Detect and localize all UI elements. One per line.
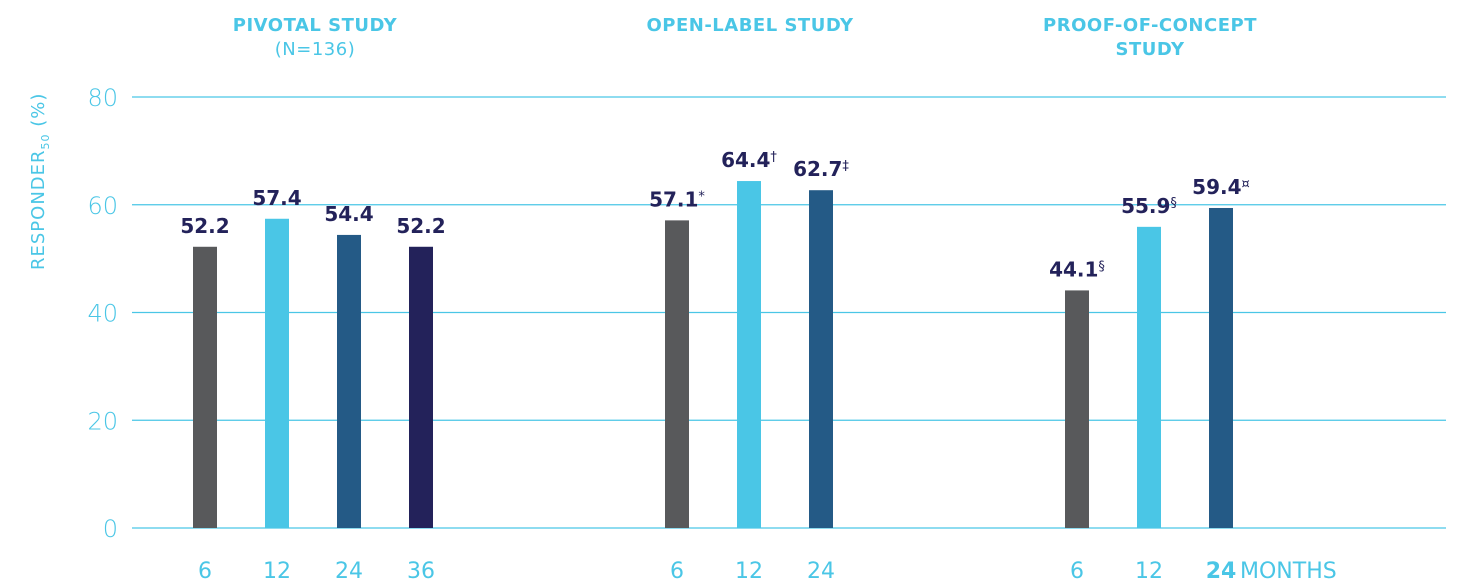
value-label-g2-24: 59.4¤: [1192, 175, 1250, 199]
x-unit-label: MONTHS: [1240, 559, 1337, 584]
x-tick-label-g0-6: 6: [198, 559, 212, 584]
bar-g1-24: [809, 190, 833, 529]
y-axis-title: RESPONDER50 (%): [28, 93, 52, 270]
x-tick-label-g2-24: 24: [1206, 559, 1237, 584]
value-label-g2-12: 55.9§: [1121, 194, 1177, 218]
group-title-pivotal: PIVOTAL STUDY (N=136): [200, 14, 430, 62]
x-tick-label-g2-6: 6: [1070, 559, 1084, 584]
x-tick-label-g1-6: 6: [670, 559, 684, 584]
value-label-g1-12: 64.4†: [721, 148, 777, 172]
bar-g2-24: [1209, 207, 1233, 529]
bar-g1-6: [665, 220, 689, 528]
value-label-g1-24: 62.7‡: [793, 157, 849, 181]
bar-g2-12: [1137, 226, 1161, 528]
bar-g0-36: [409, 246, 433, 528]
y-tick-label-40: 40: [87, 300, 118, 328]
x-tick-label-g0-12: 12: [263, 559, 291, 584]
x-tick-label-g1-24: 24: [807, 559, 835, 584]
bar-g0-24: [337, 234, 361, 529]
x-tick-label-g0-24: 24: [335, 559, 363, 584]
bar-g1-12: [737, 181, 761, 529]
group-title-pivotal-text: PIVOTAL STUDY: [232, 15, 398, 36]
y-tick-label-0: 0: [103, 515, 118, 543]
value-label-g2-6: 44.1§: [1049, 257, 1105, 281]
value-label-g0-12: 57.4: [252, 186, 301, 210]
group-subtitle-pivotal: (N=136): [274, 39, 356, 60]
bar-g2-6: [1065, 290, 1089, 528]
x-tick-label-g0-36: 36: [407, 559, 435, 584]
x-tick-label-g2-12: 12: [1135, 559, 1163, 584]
value-label-g0-6: 52.2: [180, 214, 229, 238]
group-title-proof-of-concept-text: PROOF-OF-CONCEPT STUDY: [1043, 15, 1257, 60]
x-tick-label-g1-12: 12: [735, 559, 763, 584]
y-tick-label-20: 20: [87, 407, 118, 435]
group-title-open-label-text: OPEN-LABEL STUDY: [646, 15, 854, 36]
value-label-g0-24: 54.4: [324, 202, 373, 226]
y-tick-label-80: 80: [87, 84, 118, 112]
y-tick-label-60: 60: [87, 192, 118, 220]
value-label-g0-36: 52.2: [396, 214, 445, 238]
group-title-proof-of-concept: PROOF-OF-CONCEPT STUDY: [1020, 14, 1280, 62]
group-title-open-label: OPEN-LABEL STUDY: [620, 14, 880, 38]
bar-g0-12: [265, 218, 289, 528]
bar-g0-6: [193, 246, 217, 528]
value-label-g1-6: 57.1*: [649, 187, 705, 211]
